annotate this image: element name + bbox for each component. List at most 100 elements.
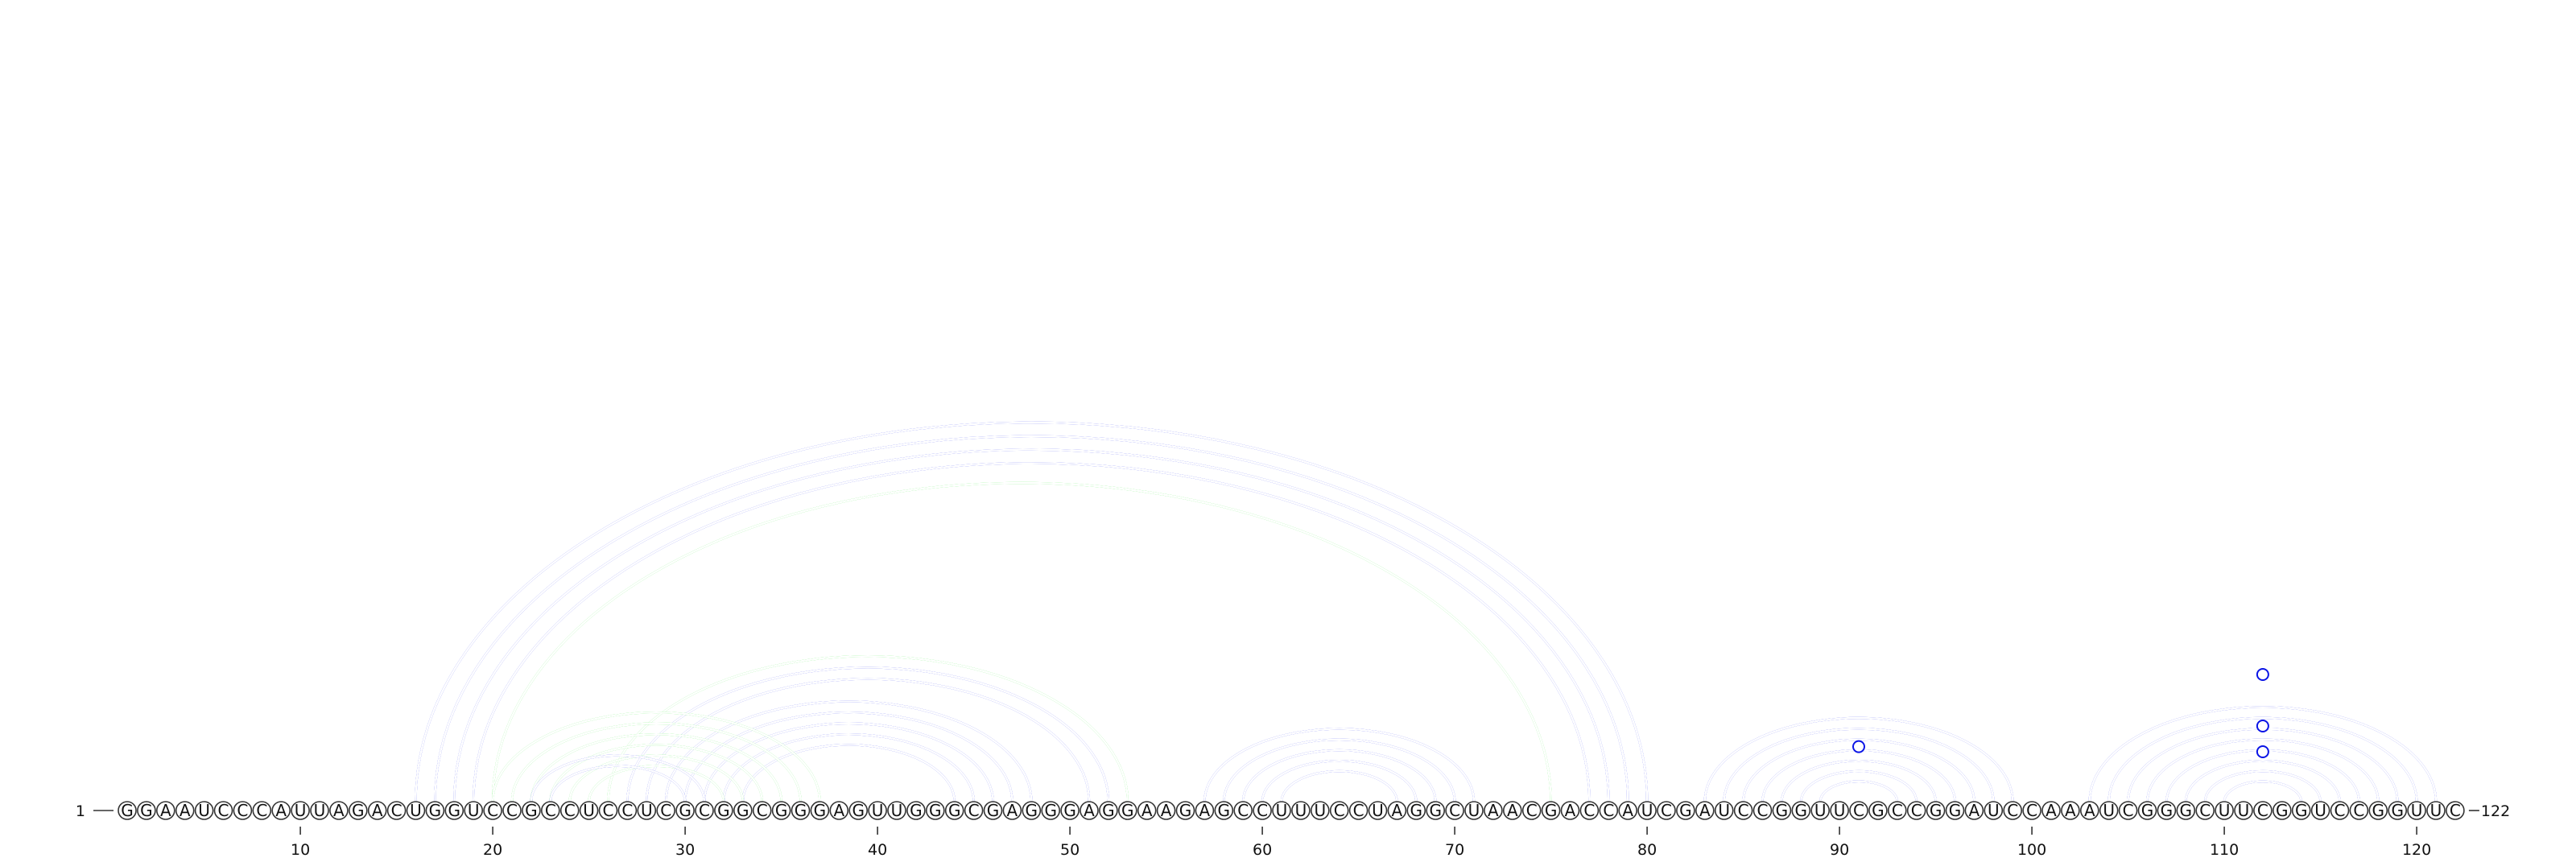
- nucleotide-circle: [1426, 801, 1445, 820]
- base-pair-arc-inner-27-52: [626, 666, 1110, 802]
- nucleotide-letter: C: [1853, 801, 1864, 820]
- nucleotide-letter: C: [391, 801, 402, 820]
- nucleotide-93: C: [1888, 801, 1907, 820]
- base-pair-arc-inner-60-68: [1261, 759, 1418, 802]
- nucleotide-40: U: [868, 801, 887, 820]
- ticks-layer: 10 20 30 40 50 60 70 80 90 100 110 120: [291, 827, 2431, 858]
- nucleotide-circle: [1560, 801, 1580, 820]
- nucleotide-circle: [1099, 801, 1118, 820]
- nucleotide-76: A: [1560, 801, 1580, 820]
- nucleotide-letter: G: [1679, 801, 1692, 820]
- nucleotide-circle: [810, 801, 830, 820]
- nucleotide-circle: [1926, 801, 1946, 820]
- nucleotide-letter: U: [583, 801, 595, 820]
- nucleotide-letter: G: [929, 801, 942, 820]
- nucleotide-13: G: [348, 801, 368, 820]
- nucleotide-circle: [386, 801, 407, 820]
- nucleotide-63: U: [1311, 801, 1330, 820]
- base-pair-arc-inner-83-99: [1703, 716, 2014, 802]
- axis-tick-label-120: 120: [2402, 841, 2431, 858]
- nucleotide-1: G: [118, 801, 137, 820]
- nucleotide-circle: [1849, 801, 1868, 820]
- nucleotide-16: U: [406, 801, 426, 820]
- nucleotide-60: C: [1253, 801, 1272, 820]
- nucleotide-48: G: [1022, 801, 1042, 820]
- base-pair-arc-109-115: [2204, 769, 2322, 802]
- nucleotide-80: U: [1637, 801, 1657, 820]
- nucleotide-117: C: [2349, 801, 2369, 820]
- nucleotide-circle: [1137, 801, 1157, 820]
- nucleotide-circle: [1657, 801, 1676, 820]
- nucleotide-113: G: [2273, 801, 2292, 820]
- nucleotide-circle: [791, 801, 811, 820]
- nucleotide-circle: [194, 801, 214, 820]
- nucleotide-44: G: [944, 801, 964, 820]
- nucleotide-121: U: [2426, 801, 2446, 820]
- nucleotide-circle: [1618, 801, 1637, 820]
- nucleotide-letter: U: [1468, 801, 1480, 820]
- nucleotide-circle: [1521, 801, 1542, 820]
- nucleotide-letter: U: [2103, 801, 2115, 820]
- nucleotide-81: C: [1657, 801, 1676, 820]
- nucleotide-85: C: [1733, 801, 1753, 820]
- nucleotide-53: G: [1118, 801, 1137, 820]
- nucleotide-letter: C: [2026, 801, 2037, 820]
- nucleotide-88: G: [1791, 801, 1811, 820]
- nucleotide-letter: C: [621, 801, 633, 820]
- nucleotide-letter: G: [140, 801, 153, 820]
- nucleotide-circle: [964, 801, 984, 820]
- nucleotide-circle: [2426, 801, 2446, 820]
- nucleotide-circle: [733, 801, 753, 820]
- nucleotide-circle: [1945, 801, 1965, 820]
- nucleotide-circle: [1906, 801, 1926, 820]
- nucleotide-letter: G: [717, 801, 730, 820]
- nucleotide-letter: U: [1718, 801, 1730, 820]
- axis-tick-label-50: 50: [1060, 841, 1080, 858]
- nucleotide-36: G: [791, 801, 811, 820]
- nucleotide-letter: C: [968, 801, 980, 820]
- nucleotide-56: G: [1175, 801, 1195, 820]
- base-pair-arc-inner-84-98: [1723, 728, 1995, 802]
- nucleotide-31: C: [695, 801, 714, 820]
- axis-layer: 1 122: [76, 802, 2510, 820]
- base-pair-arc-inner-30-47: [683, 711, 1013, 802]
- nucleotide-circle: [1080, 801, 1099, 820]
- nucleotide-103: A: [2080, 801, 2099, 820]
- base-pair-arc-inner-103-121: [2088, 706, 2438, 802]
- nucleotide-circle: [2003, 801, 2022, 820]
- nucleotide-circle: [1541, 801, 1561, 820]
- nucleotide-21: C: [502, 801, 522, 820]
- nucleotide-circle: [1368, 801, 1388, 820]
- nucleotide-25: U: [579, 801, 599, 820]
- nucleotide-circle: [406, 801, 426, 820]
- nucleotide-12: A: [329, 801, 349, 820]
- base-pair-arc-20-37: [491, 711, 821, 802]
- nucleotide-circle: [118, 801, 137, 820]
- nucleotide-118: G: [2368, 801, 2388, 820]
- nucleotide-73: A: [1503, 801, 1522, 820]
- nucleotide-circle: [1348, 801, 1368, 820]
- nucleotide-letter: C: [1583, 801, 1595, 820]
- nucleotide-28: U: [637, 801, 657, 820]
- nucleotide-letter: G: [910, 801, 923, 820]
- nucleotide-letter: A: [1488, 801, 1499, 820]
- nucleotide-letter: G: [1063, 801, 1076, 820]
- nucleotide-letter: G: [1044, 801, 1057, 820]
- nucleotide-32: G: [714, 801, 733, 820]
- nucleotide-letter: G: [1179, 801, 1192, 820]
- nucleotide-circle: [2099, 801, 2119, 820]
- base-pair-arc-inner-29-48: [665, 700, 1033, 802]
- nucleotide-circle: [1022, 801, 1042, 820]
- nucleotide-letter: U: [1295, 801, 1307, 820]
- axis-tick-label-70: 70: [1445, 841, 1464, 858]
- nucleotide-19: U: [464, 801, 484, 820]
- base-pair-arc-inner-19-77: [473, 462, 1591, 802]
- base-pair-arc-inner-104-120: [2107, 716, 2418, 802]
- nucleotide-letter: C: [1257, 801, 1268, 820]
- nucleotide-letter: A: [1199, 801, 1211, 820]
- nucleotide-72: A: [1484, 801, 1503, 820]
- nucleotide-circle: [425, 801, 445, 820]
- nucleotide-67: A: [1387, 801, 1407, 820]
- nucleotide-circle: [1503, 801, 1522, 820]
- nucleotide-circle: [944, 801, 964, 820]
